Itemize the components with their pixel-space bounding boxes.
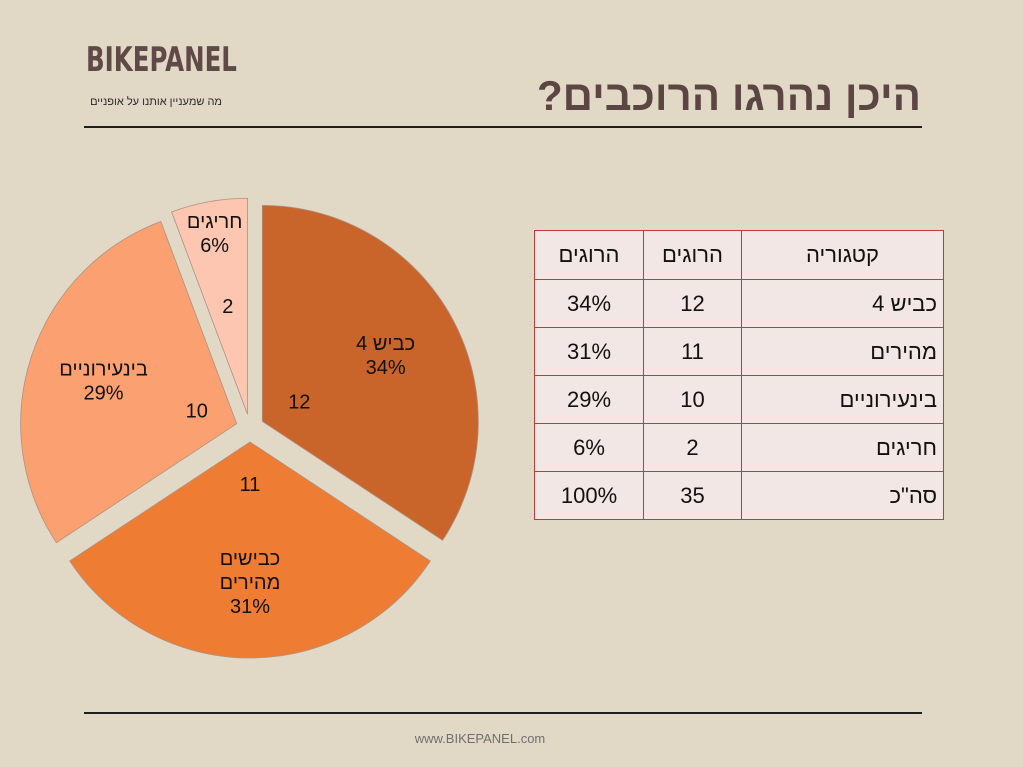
cell-percent: 34% — [534, 279, 644, 328]
cell-count: 12 — [643, 279, 742, 328]
pie-slice-expressways — [69, 441, 431, 659]
cell-percent: 31% — [534, 327, 644, 376]
cell-category: מהירים — [741, 327, 944, 376]
cell-category: כביש 4 — [741, 279, 944, 328]
table-row: חריגים 2 6% — [534, 423, 944, 472]
pie-category-label: כבישים מהירים 31% — [220, 548, 281, 618]
tagline: מה שמעניין אותנו על אופניים — [90, 96, 222, 108]
cell-count: 35 — [643, 471, 742, 520]
cell-percent: 29% — [534, 375, 644, 424]
pie-chart: 12 כביש 4 34% 11 כבישים מהירים 31% 10 בינעירוניי… — [20, 197, 479, 659]
pie-value-label: 2 — [222, 296, 233, 318]
pie-slice-exceptions — [171, 197, 248, 415]
pie-category-label: כביש 4 34% — [356, 333, 415, 379]
footer-divider — [84, 712, 922, 714]
cell-category: סה"כ — [741, 471, 944, 520]
cell-percent: 100% — [534, 471, 644, 520]
cell-count: 10 — [643, 375, 742, 424]
table-header-row: קטגוריה הרוגים הרוגים — [534, 230, 944, 280]
header-deaths: הרוגים — [643, 230, 742, 280]
cell-count: 2 — [643, 423, 742, 472]
cell-category: בינעירוניים — [741, 375, 944, 424]
cell-category: חריגים — [741, 423, 944, 472]
pie-value-label: 10 — [186, 401, 208, 423]
pie-slice-highway-4 — [261, 204, 479, 541]
pie-category-label: חריגים 6% — [187, 211, 242, 257]
data-table: קטגוריה הרוגים הרוגים כביש 4 12 34% מהיר… — [534, 230, 944, 520]
table-row: בינעירוניים 10 29% — [534, 375, 944, 424]
header-deaths-percent: הרוגים — [534, 230, 644, 280]
page-title: היכן נהרגו הרוכבים? — [537, 72, 921, 119]
table-row: כביש 4 12 34% — [534, 279, 944, 328]
cell-count: 11 — [643, 327, 742, 376]
header-divider — [84, 126, 922, 128]
table-row: מהירים 11 31% — [534, 327, 944, 376]
cell-percent: 6% — [534, 423, 644, 472]
table-total-row: סה"כ 35 100% — [534, 471, 944, 520]
logo: BIKEPANEL — [86, 40, 237, 80]
pie-value-label: 11 — [240, 474, 261, 496]
pie-value-label: 12 — [288, 391, 310, 413]
pie-slice-intercity — [20, 220, 238, 544]
pie-category-label: בינעירוניים 29% — [59, 358, 148, 404]
header-category: קטגוריה — [741, 230, 944, 280]
footer-url: www.BIKEPANEL.com — [414, 731, 546, 746]
